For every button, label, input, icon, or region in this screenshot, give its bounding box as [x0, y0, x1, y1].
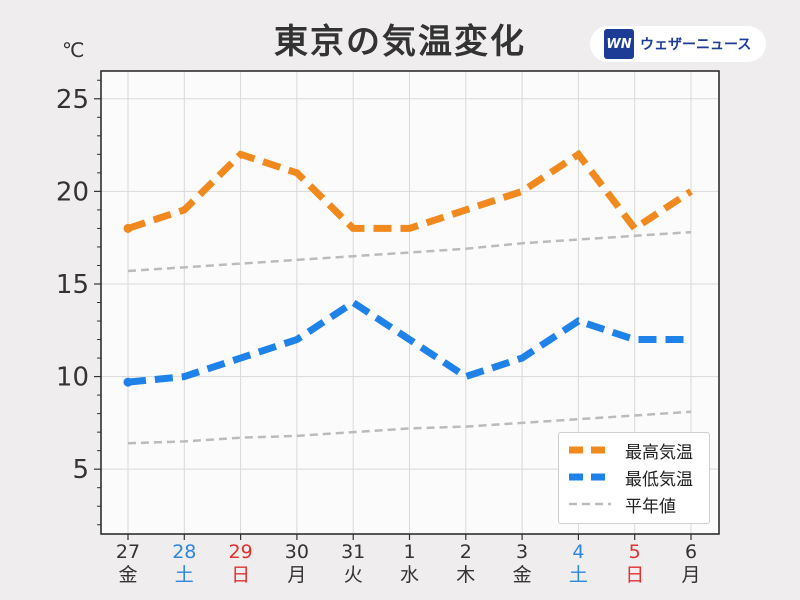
x-tick-label-day: 土 — [569, 564, 588, 586]
legend-swatch-high — [567, 445, 613, 455]
legend-item-normal: 平年値 — [567, 493, 676, 517]
legend-swatch-normal — [567, 499, 613, 509]
x-tick-label-day: 土 — [175, 564, 194, 586]
x-tick-label-date: 27 — [116, 541, 140, 563]
legend-swatch-low — [567, 472, 613, 482]
y-axis-unit-label: ℃ — [62, 38, 85, 62]
series-low-start-point — [123, 377, 133, 387]
series-normal-high-line — [127, 230, 692, 273]
x-tick-label-date: 6 — [685, 541, 697, 563]
x-tick-label-date: 30 — [285, 541, 309, 563]
x-tick-label-day: 月 — [681, 564, 700, 586]
x-tick-label-day: 火 — [344, 564, 363, 586]
x-tick-label-date: 29 — [229, 541, 253, 563]
weathernews-logo-icon: WN — [604, 29, 634, 59]
y-tick-label: 5 — [72, 455, 89, 485]
series-high-start-point — [123, 223, 133, 233]
x-tick-label-day: 月 — [287, 564, 306, 586]
legend-label-normal: 平年値 — [625, 496, 676, 517]
x-tick-label-date: 3 — [516, 541, 528, 563]
brand-name: ウェザーニュース — [640, 37, 752, 53]
brand-badge: WN ウェザーニュース — [590, 26, 766, 62]
y-tick-label: 20 — [56, 177, 89, 207]
x-tick-label-date: 5 — [629, 541, 641, 563]
chart-title: 東京の気温変化 — [274, 22, 526, 62]
legend: 最高気温 最低気温 平年値 — [558, 432, 710, 524]
legend-label-high: 最高気温 — [625, 442, 693, 463]
legend-item-low: 最低気温 — [567, 466, 693, 490]
y-tick-label: 10 — [56, 363, 89, 393]
series-high-line — [126, 149, 693, 234]
x-tick-label-date: 31 — [341, 541, 365, 563]
x-tick-label-date: 2 — [460, 541, 472, 563]
x-tick-label-day: 金 — [513, 564, 532, 586]
x-tick-label-day: 金 — [118, 564, 137, 586]
x-tick-label-day: 日 — [625, 564, 644, 586]
x-tick-label-day: 水 — [400, 564, 419, 586]
x-tick-label-date: 28 — [172, 541, 196, 563]
series-normal-low-line — [127, 410, 692, 445]
x-tick-label-date: 4 — [572, 541, 584, 563]
y-tick-label: 15 — [56, 270, 89, 300]
legend-item-high: 最高気温 — [567, 439, 693, 463]
x-tick-label-day: 木 — [456, 564, 475, 586]
series-low-line — [127, 298, 691, 386]
legend-label-low: 最低気温 — [625, 469, 693, 490]
x-tick-label-date: 1 — [403, 541, 415, 563]
y-tick-label: 25 — [56, 85, 89, 115]
x-tick-label-day: 日 — [231, 564, 250, 586]
